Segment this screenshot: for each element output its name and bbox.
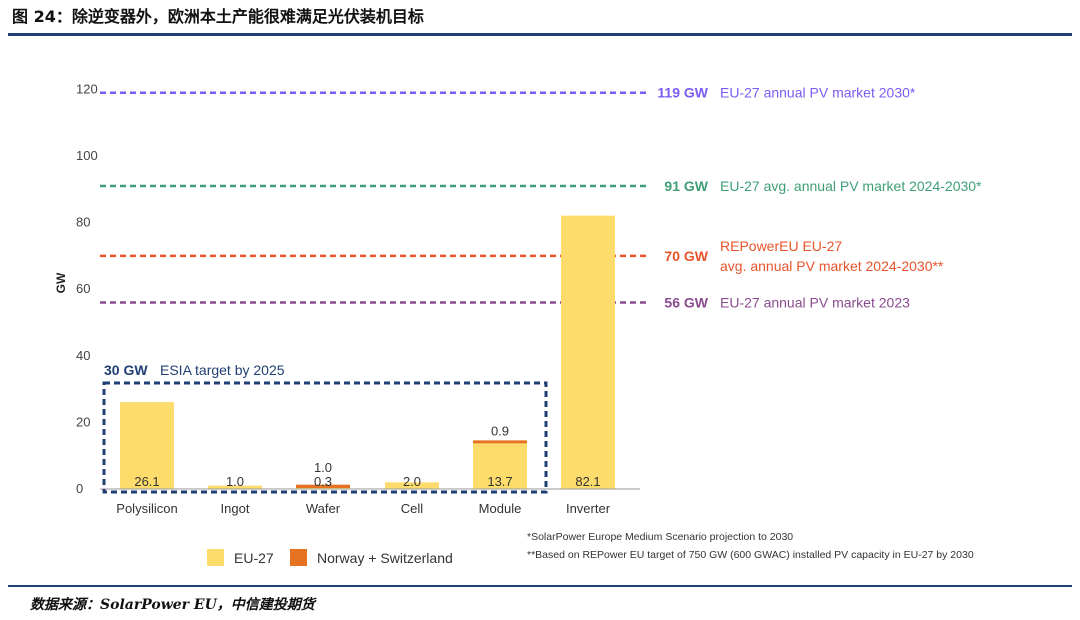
eu27-value-label: 0.3 bbox=[314, 474, 332, 489]
legend-label: EU-27 bbox=[234, 550, 274, 566]
norway-switzerland-value-label: 1.0 bbox=[314, 460, 332, 475]
bar-eu27 bbox=[385, 482, 439, 489]
bar-eu27 bbox=[120, 402, 174, 489]
bottom-rule bbox=[8, 585, 1072, 587]
legend-label: Norway + Switzerland bbox=[317, 550, 453, 566]
reference-line-value: 119 GW bbox=[657, 85, 708, 101]
legend-swatch bbox=[290, 549, 307, 566]
footnote: **Based on REPower EU target of 750 GW (… bbox=[527, 549, 974, 561]
reference-line-label: REPowerEU EU-27 bbox=[720, 238, 842, 254]
eu27-value-label: 82.1 bbox=[575, 474, 600, 489]
source-note: 数据来源：SolarPower EU，中信建投期货 bbox=[30, 597, 315, 613]
legend-swatch bbox=[207, 549, 224, 566]
pv-capacity-chart: 0 20 40 60 80 100 120 GW 119 GW EU-27 annual PV m… bbox=[54, 81, 982, 566]
reference-line-value: 91 GW bbox=[664, 178, 708, 194]
target-box-label: ESIA target by 2025 bbox=[160, 362, 285, 378]
eu27-value-label: 2.0 bbox=[403, 474, 421, 489]
y-tick-label: 60 bbox=[76, 281, 90, 296]
footnote: *SolarPower Europe Medium Scenario proje… bbox=[527, 531, 793, 543]
y-tick-label: 120 bbox=[76, 81, 98, 96]
y-axis-label: GW bbox=[54, 272, 68, 293]
y-tick-label: 0 bbox=[76, 481, 83, 496]
y-tick-label: 100 bbox=[76, 148, 98, 163]
reference-line-value: 56 GW bbox=[664, 295, 708, 311]
category-label: Polysilicon bbox=[116, 501, 177, 516]
eu27-value-label: 1.0 bbox=[226, 474, 244, 489]
category-label: Ingot bbox=[221, 501, 250, 516]
bar-norway-switzerland bbox=[296, 484, 350, 489]
reference-line-label: EU-27 avg. annual PV market 2024-2030* bbox=[720, 178, 982, 194]
category-label: Wafer bbox=[306, 501, 341, 516]
category-label: Module bbox=[479, 501, 522, 516]
reference-line-label: EU-27 annual PV market 2030* bbox=[720, 85, 916, 101]
eu27-value-label: 26.1 bbox=[134, 474, 159, 489]
reference-line-label: EU-27 annual PV market 2023 bbox=[720, 295, 910, 311]
category-label: Cell bbox=[401, 501, 424, 516]
y-tick-label: 20 bbox=[76, 414, 90, 429]
norway-switzerland-value-label: 0.9 bbox=[491, 423, 509, 438]
target-box-value: 30 GW bbox=[104, 362, 148, 378]
bar-eu27 bbox=[208, 485, 262, 489]
category-label: Inverter bbox=[566, 501, 611, 516]
target-box bbox=[102, 381, 548, 494]
bar-eu27 bbox=[473, 443, 527, 489]
reference-line-label: avg. annual PV market 2024-2030** bbox=[720, 258, 944, 274]
bar-norway-switzerland bbox=[473, 440, 527, 444]
y-tick-label: 80 bbox=[76, 215, 90, 230]
eu27-value-label: 13.7 bbox=[487, 474, 512, 489]
top-rule bbox=[8, 33, 1072, 36]
reference-line-value: 70 GW bbox=[664, 248, 708, 264]
bar-eu27 bbox=[561, 215, 615, 489]
y-tick-label: 40 bbox=[76, 348, 90, 363]
figure-title: 图 24：除逆变器外，欧洲本土产能很难满足光伏装机目标 bbox=[12, 7, 424, 26]
